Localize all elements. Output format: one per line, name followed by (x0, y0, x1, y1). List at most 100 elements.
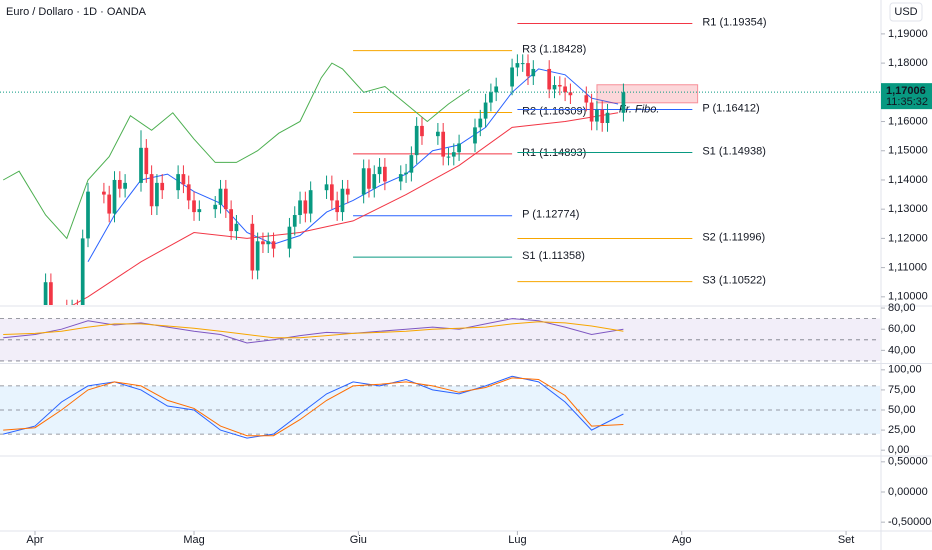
pivot-label: S3 (1.10522) (702, 274, 766, 286)
x-tick-label: Set (838, 534, 855, 546)
candle-body (595, 109, 599, 122)
last-price-box (881, 83, 932, 110)
candle-body (589, 102, 594, 122)
candle-body (531, 68, 536, 77)
candle-body (563, 86, 567, 93)
candle-body (510, 67, 514, 87)
last-price-label: 1,17006 (886, 85, 926, 97)
y-tick-label: 80,00 (888, 302, 916, 314)
fibo-label: Fr. Fibo. (619, 104, 660, 116)
x-tick-label: Giu (350, 534, 367, 546)
countdown: 11:35:32 (886, 96, 928, 108)
candle-body (451, 152, 456, 157)
candle-body (139, 147, 143, 183)
overlay-line (2, 62, 470, 240)
candle-body (345, 188, 350, 195)
plot-layer: R3 (1.18428)R2 (1.16309)R1 (1.14893)P (1… (0, 16, 932, 546)
candle-body (377, 166, 382, 175)
currency[interactable]: USD (894, 6, 917, 18)
candle-body (557, 85, 562, 87)
candle-body (446, 156, 451, 158)
pivot-label: R3 (1.18428) (522, 44, 586, 56)
candle-body (107, 194, 112, 214)
candle-body (287, 226, 292, 249)
y-tick-label: 50,00 (888, 404, 916, 416)
y-tick-label: 1,16000 (888, 115, 928, 127)
candle-body (213, 204, 218, 210)
y-tick-label: 1,10000 (888, 291, 928, 303)
candle-body (404, 172, 408, 175)
y-tick-label: 25,00 (888, 424, 916, 436)
candle-body (600, 109, 605, 123)
indicator-line (3, 321, 624, 339)
y-tick-label: 1,14000 (888, 174, 928, 186)
fibo-zone (596, 84, 699, 104)
pivot-label: R2 (1.16309) (522, 105, 586, 117)
candle-body (526, 63, 530, 77)
candle-body (80, 238, 85, 305)
candle-body (420, 125, 424, 137)
y-tick-label: 1,12000 (888, 232, 928, 244)
candle-body (473, 127, 477, 144)
candle-body (520, 63, 525, 65)
candle-body (409, 155, 414, 173)
x-tick-label: Lug (508, 534, 526, 546)
candle-body (298, 200, 302, 216)
pivot-label: R1 (1.19354) (702, 16, 766, 28)
x-tick-label: Mag (183, 534, 204, 546)
candle-body (192, 200, 196, 213)
y-tick-label: 0,00000 (888, 486, 928, 498)
y-tick-label: 1,11000 (888, 262, 927, 274)
y-tick-label: 1,18000 (888, 57, 928, 69)
pane (0, 318, 880, 362)
candle-body (117, 179, 122, 189)
y-tick-label: 1,15000 (888, 145, 928, 157)
candle-body (324, 184, 329, 191)
candle-body (229, 209, 233, 232)
pivot-label: S1 (1.11358) (522, 250, 585, 262)
y-tick-label: 1,13000 (888, 203, 928, 215)
candle-body (361, 168, 366, 195)
candle-body (478, 118, 483, 128)
candle-body (102, 191, 106, 195)
candle-body (292, 215, 297, 227)
pivot-label: P (1.16412) (702, 102, 759, 114)
x-tick-label: Ago (672, 534, 692, 546)
candle-body (605, 112, 610, 123)
candle-body (112, 179, 117, 214)
pane: R3 (1.18428)R2 (1.16309)R1 (1.14893)P (1… (2, 16, 767, 305)
candle-body (367, 168, 371, 189)
candle-body (86, 191, 90, 239)
candle-body (303, 200, 308, 214)
y-tick-label: 0,50000 (888, 456, 928, 468)
candle-body (186, 184, 191, 201)
candle-body (457, 143, 461, 153)
candle-body (552, 85, 557, 90)
pivot-label: S2 (1.11996) (702, 231, 765, 243)
candle-body (568, 92, 573, 96)
candle-body (181, 174, 186, 185)
pane (0, 375, 880, 439)
y-tick-label: 75,00 (888, 384, 916, 396)
currency-button[interactable] (889, 2, 923, 22)
chart-title: Euro / Dollaro · 1D · OANDA (6, 6, 147, 18)
y-tick-label: 100,00 (888, 364, 922, 376)
overlay-line (72, 112, 619, 305)
indicator-line (3, 375, 624, 439)
candle-body (584, 95, 589, 103)
candle-body (547, 68, 552, 90)
y-tick-label: 1,19000 (888, 28, 928, 40)
candle-body (160, 182, 165, 191)
candle-body (340, 188, 345, 213)
candle-body (149, 174, 154, 207)
candle-body (49, 282, 53, 305)
indicator-line (3, 377, 624, 437)
candle-body (441, 131, 446, 157)
candle-body (398, 174, 403, 182)
candle-body (621, 92, 626, 113)
candle-body (266, 241, 271, 245)
candle-body (372, 174, 377, 189)
candle-body (330, 184, 334, 201)
